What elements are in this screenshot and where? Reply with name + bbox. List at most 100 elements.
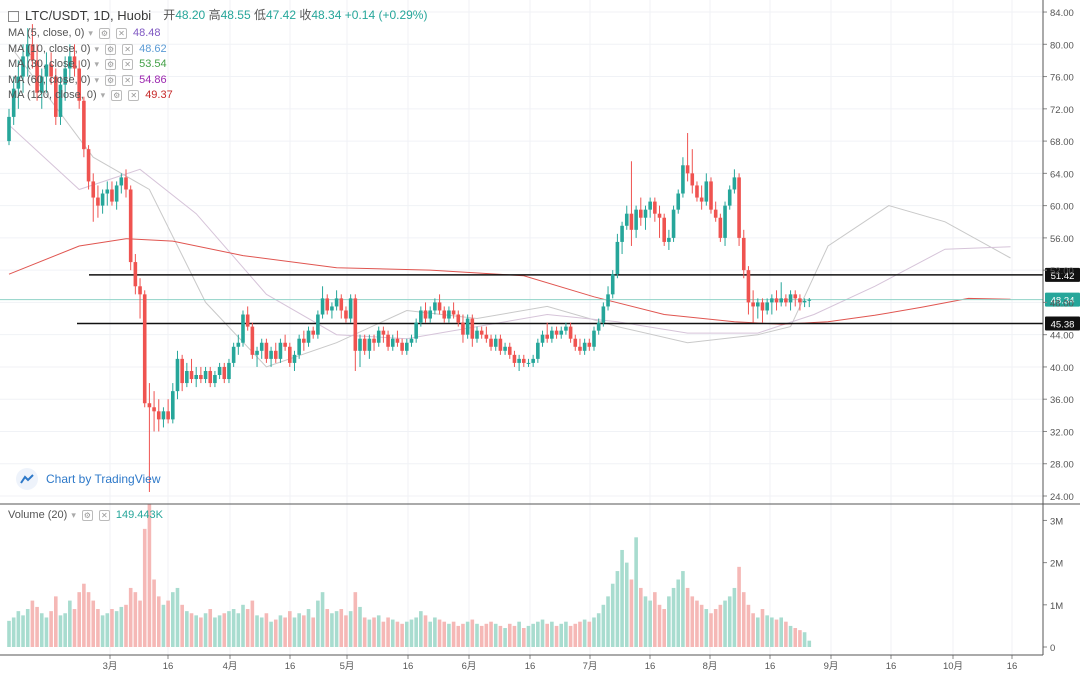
volume-bar (451, 621, 456, 647)
close-icon[interactable]: ✕ (98, 509, 110, 521)
settings-gear-icon[interactable]: ⚙ (81, 509, 93, 521)
volume-bar (302, 615, 306, 647)
volume-bar (54, 596, 58, 647)
candle-body (390, 338, 395, 347)
chevron-down-icon[interactable]: ▾ (94, 59, 100, 69)
candle-body (147, 403, 152, 408)
tradingview-watermark[interactable]: Chart by TradingView (16, 468, 161, 490)
close-icon[interactable]: ✕ (122, 59, 134, 71)
settings-gear-icon[interactable]: ⚙ (111, 90, 123, 102)
close-icon[interactable]: ✕ (122, 74, 134, 86)
candle-body (409, 338, 414, 343)
candle-body (662, 217, 666, 242)
settings-gear-icon[interactable]: ⚙ (105, 59, 117, 71)
volume-bar (479, 625, 484, 647)
volume-bar (316, 600, 320, 647)
settings-gear-icon[interactable]: ⚙ (105, 43, 117, 55)
candle-body (325, 298, 330, 311)
price-tick-label: 28.00 (1050, 460, 1074, 471)
high-value: 48.55 (220, 8, 251, 23)
candle-body (100, 193, 105, 206)
volume-bar (624, 562, 629, 647)
volume-label: Volume (20) (8, 509, 68, 521)
candle-body (180, 358, 184, 384)
volume-bar (353, 592, 358, 647)
candle-body (189, 370, 194, 380)
volume-bar (138, 600, 142, 647)
volume-bar (189, 613, 194, 647)
horizontal-levels: 51.42 45.38 48.34 (0, 267, 1080, 331)
candle-body (704, 181, 709, 202)
volume-bar (802, 632, 807, 647)
candle-body (77, 68, 81, 101)
volume-bar (409, 619, 414, 647)
volume-bar (171, 592, 175, 647)
chevron-down-icon[interactable]: ▾ (100, 90, 106, 100)
chevron-down-icon[interactable]: ▾ (94, 74, 100, 85)
ma-label: MA (60, close, 0) (8, 73, 91, 86)
volume-bar (634, 537, 638, 647)
price-tick-label: 40.00 (1050, 363, 1074, 374)
settings-gear-icon[interactable]: ⚙ (105, 74, 117, 86)
candle-body (175, 358, 180, 392)
volume-bar (601, 604, 606, 647)
volume-bar (91, 600, 96, 647)
candle-body (517, 358, 521, 363)
chevron-down-icon[interactable]: ▾ (88, 28, 93, 38)
candle-body (447, 310, 451, 319)
candle-body (756, 302, 760, 307)
volume-bar (49, 611, 53, 647)
time-tick-label: 16 (1007, 661, 1018, 672)
volume-bar (493, 623, 498, 647)
volume-bar (110, 609, 114, 647)
volume-bar (784, 621, 788, 647)
candle-body (395, 338, 400, 343)
volume-bar (25, 609, 30, 647)
volume-bar (320, 592, 325, 647)
volume-bar (278, 615, 283, 647)
candle-body (512, 354, 517, 363)
volume-bar (770, 617, 774, 647)
volume-bar (657, 604, 662, 647)
volume-bar (685, 587, 690, 647)
candle-body (620, 225, 624, 242)
ma-label: MA (120, close, 0) (8, 89, 97, 101)
level-label-badge (1045, 267, 1080, 282)
volume-bar (741, 592, 746, 647)
ma-value: 49.37 (145, 89, 173, 101)
volume-bar (779, 617, 783, 647)
close-icon[interactable]: ✕ (128, 90, 140, 102)
last-price-label: 48.34 (1051, 296, 1075, 307)
candle-body (185, 370, 189, 384)
candle-body (241, 314, 245, 343)
volume-bar (358, 606, 362, 647)
volume-bar (222, 613, 227, 647)
settings-gear-icon[interactable]: ⚙ (98, 28, 110, 40)
close-icon[interactable]: ✕ (122, 43, 134, 55)
candle-body (526, 362, 531, 364)
time-tick-label: 5月 (340, 661, 355, 672)
volume-bar (503, 628, 507, 647)
candle-body (68, 56, 72, 69)
candle-body (142, 294, 147, 404)
chevron-down-icon[interactable]: ▾ (94, 43, 100, 54)
volume-bar (390, 619, 395, 647)
volume-bar (259, 617, 264, 647)
volume-bar (774, 619, 779, 647)
price-tick-label: 52.00 (1050, 266, 1074, 277)
candle-body (451, 310, 456, 315)
candle-body (35, 60, 39, 93)
volume-bar (105, 613, 110, 647)
volume-bar (194, 615, 198, 647)
chevron-down-icon[interactable]: ▾ (71, 509, 76, 520)
last-price-badge (1045, 292, 1080, 307)
candle-body (667, 237, 671, 242)
candle-body (615, 241, 620, 275)
candle-body (334, 298, 339, 307)
volume-bar (695, 600, 699, 647)
volume-bar (72, 609, 77, 647)
volume-bar (620, 549, 624, 647)
close-icon[interactable]: ✕ (115, 28, 127, 40)
volume-bar (39, 613, 44, 647)
